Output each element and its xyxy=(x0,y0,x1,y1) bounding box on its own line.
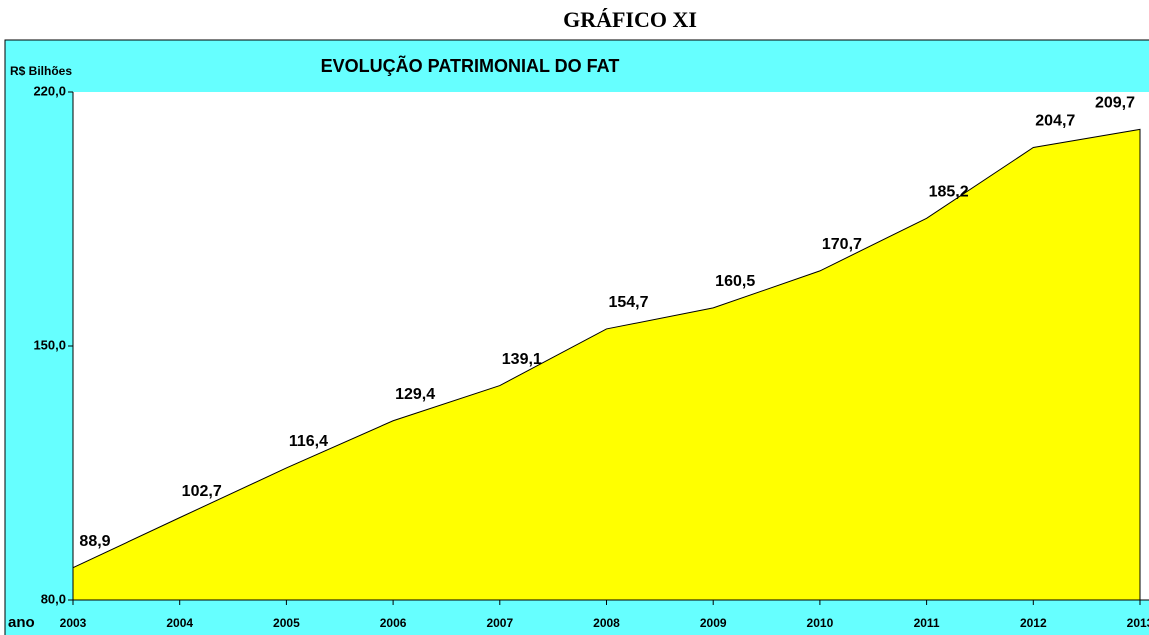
data-label: 160,5 xyxy=(715,273,755,290)
data-label: 139,1 xyxy=(502,351,542,368)
x-tick-label: 2012 xyxy=(1020,616,1047,630)
y-tick-label: 220,0 xyxy=(33,83,66,98)
data-label: 116,4 xyxy=(289,433,328,450)
area xyxy=(72,128,1141,601)
data-label: 209,7 xyxy=(1095,95,1135,112)
y-axis-label: R$ Bilhões xyxy=(10,64,72,78)
x-tick-label: 2003 xyxy=(60,616,87,630)
x-tick-label: 2009 xyxy=(700,616,727,630)
x-tick-label: 2004 xyxy=(166,616,193,630)
x-axis-label: ano xyxy=(8,614,35,631)
x-tick-label: 2007 xyxy=(486,616,513,630)
data-label: 170,7 xyxy=(822,236,862,253)
heading: GRÁFICO XI xyxy=(563,7,697,32)
x-tick-label: 2005 xyxy=(273,616,300,630)
x-tick-label: 2013 xyxy=(1127,616,1149,630)
data-label: 129,4 xyxy=(395,386,435,403)
x-tick-label: 2011 xyxy=(914,616,940,630)
x-tick-label: 2008 xyxy=(593,616,620,630)
x-tick-label: 2006 xyxy=(380,616,407,630)
data-label: 185,2 xyxy=(929,183,969,200)
y-tick-label: 80,0 xyxy=(41,591,66,606)
data-label: 102,7 xyxy=(182,483,222,500)
chart-title: EVOLUÇÃO PATRIMONIAL DO FAT xyxy=(321,55,620,76)
x-tick-label: 2010 xyxy=(807,616,834,630)
y-tick-label: 150,0 xyxy=(33,337,66,352)
data-label: 154,7 xyxy=(608,294,648,311)
data-label: 88,9 xyxy=(79,533,110,550)
data-label: 204,7 xyxy=(1035,113,1075,130)
